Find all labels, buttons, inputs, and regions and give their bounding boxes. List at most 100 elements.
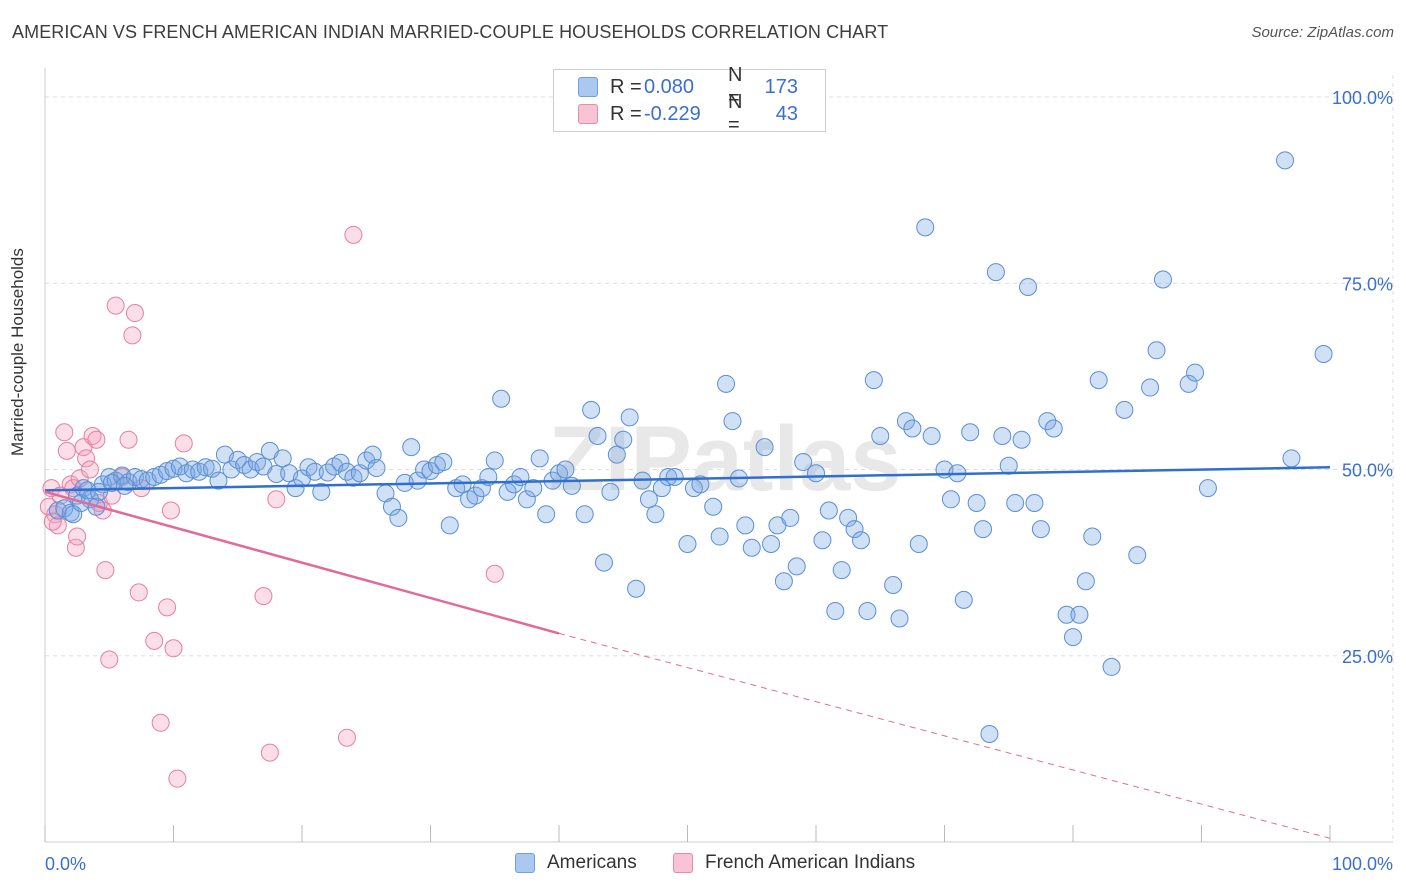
stats-row-americans: R = 0.080 N = 173 (578, 64, 798, 109)
data-point (1057, 605, 1076, 624)
data-point (851, 531, 870, 550)
data-point (762, 535, 781, 553)
data-point (260, 743, 279, 762)
y-tick-label: 100.0% (1332, 88, 1393, 108)
data-point (203, 459, 222, 478)
data-point (941, 490, 960, 509)
data-point (382, 497, 401, 516)
data-point (466, 486, 485, 505)
data-point (344, 225, 363, 244)
n-value: 43 (775, 102, 798, 125)
legend-item-french[interactable]: French American Indians (673, 852, 915, 874)
data-point (967, 494, 986, 513)
data-point (89, 482, 108, 501)
data-point (1089, 371, 1108, 390)
data-point (980, 724, 999, 743)
data-point (498, 482, 517, 501)
data-point (389, 508, 408, 527)
data-point (80, 460, 99, 479)
data-point (646, 505, 665, 524)
data-point (659, 467, 678, 486)
data-point (174, 434, 193, 453)
french-legend-swatch (673, 853, 693, 873)
data-point (537, 505, 556, 524)
data-point (742, 538, 761, 557)
data-point (77, 449, 96, 468)
data-point (601, 482, 620, 501)
data-point (1044, 419, 1063, 438)
data-point (1314, 345, 1333, 364)
data-point (440, 516, 459, 535)
data-point (858, 602, 877, 621)
data-point (736, 516, 755, 535)
n-label: N = (728, 64, 743, 109)
data-point (1070, 605, 1089, 624)
data-point (1115, 400, 1134, 419)
data-point (312, 482, 331, 501)
french-swatch (578, 104, 598, 124)
data-point (903, 419, 922, 438)
data-point (665, 467, 684, 486)
data-point (472, 479, 491, 498)
data-point (627, 579, 646, 598)
data-point (607, 445, 626, 464)
data-point (1282, 449, 1301, 468)
r-value: -0.229 (644, 102, 701, 125)
data-point (575, 505, 594, 524)
data-point (434, 453, 453, 472)
data-point (819, 501, 838, 520)
data-point (87, 430, 106, 449)
data-point (896, 412, 915, 431)
data-point (145, 631, 164, 650)
data-point (524, 479, 543, 498)
x-tick-label: 100.0% (1332, 854, 1393, 874)
data-point (1276, 151, 1295, 170)
legend-item-americans[interactable]: Americans (515, 852, 637, 874)
americans-swatch (578, 77, 598, 97)
data-point (453, 475, 472, 494)
data-point (129, 583, 148, 602)
r-label: R = (610, 102, 642, 125)
data-point (922, 426, 941, 445)
y-tick-label: 75.0% (1342, 274, 1393, 294)
data-point (331, 453, 350, 472)
data-point (337, 728, 356, 747)
data-point (1006, 494, 1025, 513)
trend-line-americans (44, 466, 1331, 492)
data-point (781, 508, 800, 527)
data-point (43, 512, 62, 531)
data-point (594, 553, 613, 572)
data-point (1147, 341, 1166, 360)
data-point (1012, 430, 1031, 449)
data-point (639, 490, 658, 509)
data-point (209, 471, 228, 490)
legend-label: French American Indians (705, 852, 916, 873)
data-point (1179, 374, 1198, 393)
data-point (164, 639, 183, 658)
data-point (794, 453, 813, 472)
chart-title: AMERICAN VS FRENCH AMERICAN INDIAN MARRI… (12, 22, 889, 42)
data-point (807, 464, 825, 483)
data-point (363, 445, 382, 464)
data-point (125, 304, 144, 323)
data-point (993, 426, 1012, 445)
data-point (115, 476, 134, 495)
trend-line-french (44, 490, 560, 635)
series-legend: Americans French American Indians (0, 852, 1406, 878)
data-point (267, 464, 286, 483)
data-point (106, 296, 125, 315)
data-point (755, 438, 774, 457)
data-point (864, 371, 883, 390)
r-value: 0.080 (644, 75, 695, 98)
data-point (845, 520, 864, 539)
data-point (986, 263, 1005, 282)
data-point (974, 520, 993, 539)
data-point (871, 426, 890, 445)
data-point (839, 508, 858, 527)
data-point (916, 218, 935, 237)
stats-legend: R = 0.080 N = 173 R = -0.229 N = 43 (553, 64, 826, 136)
data-point (1031, 520, 1050, 539)
data-point (909, 535, 928, 553)
r-label: R = (610, 75, 642, 98)
